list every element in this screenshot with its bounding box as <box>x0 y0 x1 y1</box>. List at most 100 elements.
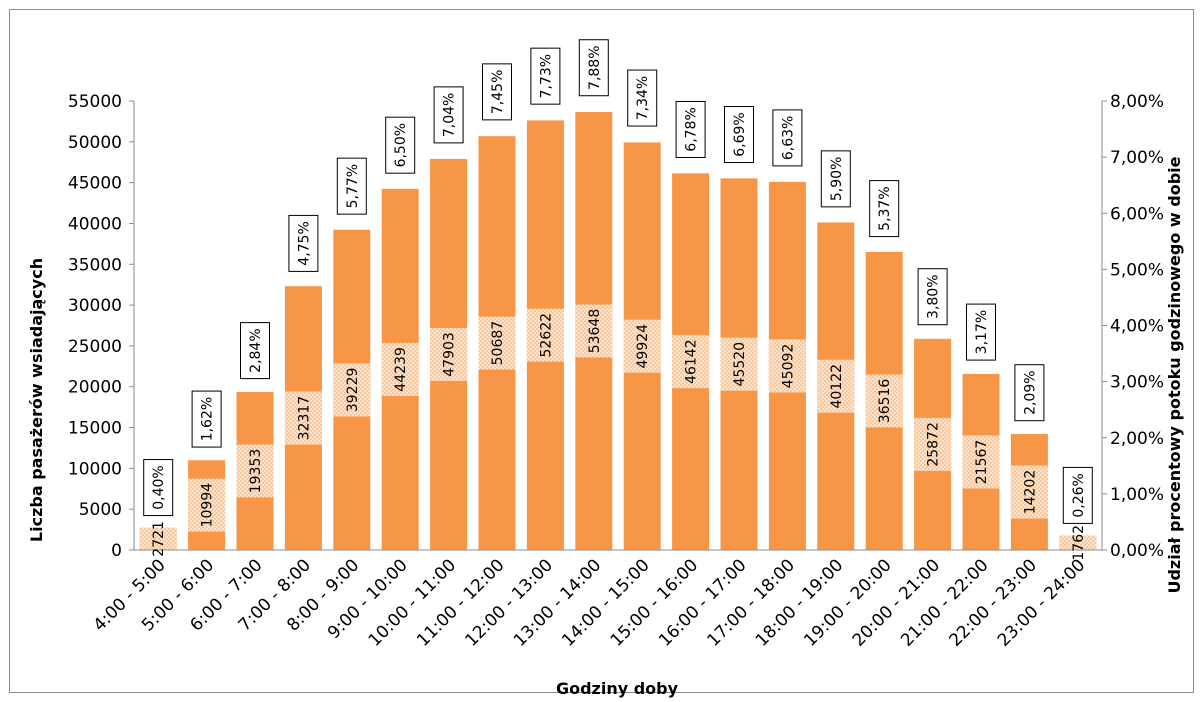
share-label: 7,88% <box>587 45 603 89</box>
bar-value-label: 44239 <box>393 347 409 392</box>
y-axis-title: Liczba pasażerów wsiadających <box>27 258 46 542</box>
bar-label-band <box>478 316 516 370</box>
share-label-box <box>675 100 706 158</box>
bar-label-band <box>1010 465 1048 519</box>
y2-axis-title: Udział procentowy potoku godzinowego w d… <box>1165 156 1184 593</box>
bar-label-band <box>188 478 226 532</box>
x-axis-title: Godziny doby <box>556 679 679 698</box>
bar-label-band <box>236 444 274 498</box>
bar-value-label: 50687 <box>490 321 506 366</box>
share-label: 3,80% <box>926 274 942 318</box>
bar-value-label: 2721 <box>151 521 167 557</box>
share-label-box <box>433 86 464 144</box>
share-label-box <box>1014 364 1045 422</box>
share-label: 7,73% <box>538 54 554 98</box>
chart-frame <box>9 9 1194 693</box>
bar-value-label: 36516 <box>877 379 893 424</box>
share-label: 7,45% <box>490 70 506 114</box>
bar-label-band <box>865 374 903 428</box>
bar-label-band <box>526 308 564 362</box>
share-label-box <box>482 63 512 121</box>
share-label-box <box>820 150 851 208</box>
share-label: 7,04% <box>442 93 458 137</box>
bars-group <box>139 112 1097 551</box>
share-label-box <box>869 180 900 238</box>
bar-value-label: 47903 <box>442 332 458 377</box>
bar-label-band <box>284 391 322 445</box>
bar-label-band <box>720 337 758 391</box>
bar-value-label: 53648 <box>587 309 603 354</box>
bar-value-label: 10994 <box>200 483 216 528</box>
share-label-box <box>336 157 367 215</box>
share-label-box <box>143 459 174 517</box>
share-label: 5,37% <box>877 186 893 230</box>
y-tick-label: 5000 <box>79 500 122 520</box>
bar-value-label: 14202 <box>1022 470 1038 515</box>
share-label-box <box>966 303 996 361</box>
bar-label-band <box>962 435 1000 489</box>
bar-value-label: 39229 <box>345 368 361 413</box>
bar-value-label: 19353 <box>248 449 264 494</box>
y2-tick-label: 2,00% <box>1110 429 1164 449</box>
bar-label-band <box>381 342 419 396</box>
y2-tick-label: 4,00% <box>1110 317 1164 337</box>
bar-label-band <box>575 304 613 358</box>
y2-tick-label: 5,00% <box>1110 260 1164 280</box>
y-tick-label: 35000 <box>68 255 122 275</box>
share-label-box <box>917 268 948 326</box>
x-tick-label: 23:00 - 24:00 <box>994 555 1089 650</box>
bar-value-label: 40122 <box>829 364 845 409</box>
y-tick-label: 0 <box>111 541 122 561</box>
share-label: 7,34% <box>635 76 651 120</box>
bar-value-label: 45092 <box>780 344 796 389</box>
y-tick-label: 40000 <box>68 214 122 234</box>
bar-label-band <box>672 335 710 389</box>
bar-value-label: 46142 <box>684 339 700 384</box>
share-label: 5,90% <box>829 157 845 201</box>
axes-group: 0 5000 10000 15000 20000 25000 30000 35000 40000… <box>68 92 1164 651</box>
share-label-box <box>627 69 658 127</box>
share-label-box <box>578 39 609 97</box>
share-label-box <box>724 106 754 164</box>
y-tick-label: 25000 <box>68 337 122 357</box>
bar-label-band <box>139 527 177 550</box>
y-tick-label: 55000 <box>68 92 122 112</box>
y2-tick-label: 8,00% <box>1110 92 1164 112</box>
bar-value-label: 45520 <box>732 342 748 387</box>
y-tick-label: 50000 <box>68 133 122 153</box>
y2-tick-label: 6,00% <box>1110 204 1164 224</box>
bar-value-label: 52622 <box>538 313 554 358</box>
y-tick-label: 15000 <box>68 419 122 439</box>
share-label: 3,17% <box>974 310 990 354</box>
share-label: 6,78% <box>684 107 700 151</box>
y-tick-label: 20000 <box>68 378 122 398</box>
bar-value-label: 21567 <box>974 440 990 485</box>
share-label: 4,75% <box>296 221 312 265</box>
share-label-box <box>530 47 561 105</box>
y-tick-label: 45000 <box>68 174 122 194</box>
data-labels-group: 2721 0,40% 10994 1,62% 19353 2,84% 32317 4,75% 3… <box>143 39 1093 561</box>
bar-label-band <box>430 327 468 381</box>
share-label: 6,69% <box>732 112 748 156</box>
share-label: 6,50% <box>393 123 409 167</box>
share-label: 5,77% <box>345 164 361 208</box>
bar-label-band <box>914 417 952 471</box>
bar-value-label: 1762 <box>1071 525 1087 561</box>
share-label: 0,26% <box>1071 473 1087 517</box>
share-label: 6,63% <box>780 116 796 160</box>
bar-label-band <box>1059 535 1097 550</box>
share-label-box <box>191 390 222 448</box>
share-label: 2,84% <box>248 328 264 372</box>
share-label-box <box>385 116 416 174</box>
share-label: 0,40% <box>151 465 167 509</box>
bar-label-band <box>333 363 371 417</box>
y2-tick-label: 7,00% <box>1110 148 1164 168</box>
y2-tick-label: 0,00% <box>1110 541 1164 561</box>
y2-tick-label: 3,00% <box>1110 373 1164 393</box>
bar-value-label: 32317 <box>296 396 312 441</box>
share-label-box <box>1062 466 1093 524</box>
bar-value-label: 25872 <box>926 422 942 467</box>
share-label: 1,62% <box>200 397 216 441</box>
share-label-box <box>772 109 803 167</box>
